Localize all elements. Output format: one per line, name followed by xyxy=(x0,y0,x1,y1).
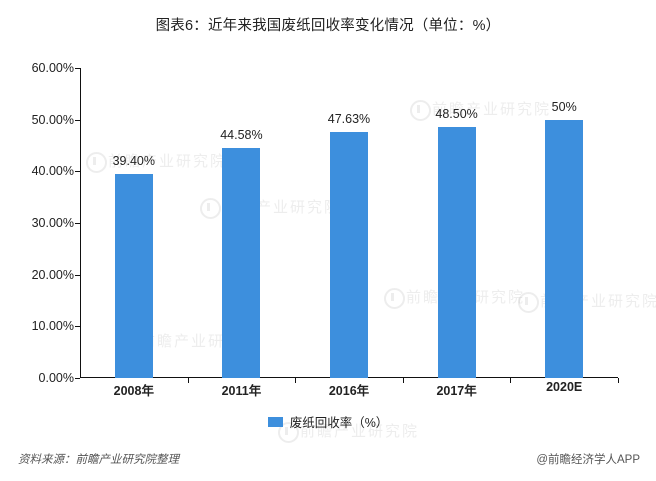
bar[interactable] xyxy=(437,127,476,378)
bar-slot: 39.40% xyxy=(80,68,188,378)
y-tick-mark xyxy=(75,326,80,328)
source-note: 资料来源：前瞻产业研究院整理 xyxy=(18,454,179,466)
bar-series: 39.40% 44.58% 47.63% 48.50% 50% xyxy=(80,68,618,378)
bar-value-label: 50% xyxy=(551,99,577,114)
legend-swatch-waste-paper-recovery xyxy=(267,416,283,427)
y-tick-label: 20.00% xyxy=(31,267,74,282)
y-tick-mark xyxy=(75,223,80,224)
x-tick-mark xyxy=(402,378,404,383)
bar-value-label: 47.63% xyxy=(327,111,371,126)
bar-slot: 50% xyxy=(510,68,618,378)
legend-label-waste-paper-recovery: 废纸回收率（%） xyxy=(289,416,389,430)
bar-value-label: 48.50% xyxy=(435,107,478,122)
bar[interactable] xyxy=(222,147,261,378)
y-tick-label: 60.00% xyxy=(31,61,74,75)
bar[interactable] xyxy=(545,119,584,378)
y-tick-mark xyxy=(75,68,80,69)
bar-slot: 48.50% xyxy=(403,68,511,378)
x-tick-mark xyxy=(295,378,297,383)
x-tick-label: 2011年 xyxy=(221,384,262,398)
bar[interactable] xyxy=(329,131,368,378)
bar-value-label: 44.58% xyxy=(220,127,263,142)
y-tick-label: 10.00% xyxy=(31,319,74,334)
y-axis-line xyxy=(80,68,81,378)
y-tick-mark xyxy=(75,171,80,173)
y-tick-mark xyxy=(75,274,80,276)
x-tick-mark xyxy=(187,378,189,383)
x-tick-label: 2017年 xyxy=(436,384,477,398)
y-tick-label: 40.00% xyxy=(31,164,74,179)
x-tick-label: 2020E xyxy=(546,380,583,394)
page-title: 图表6：近年来我国废纸回收率变化情况（单位：%） xyxy=(155,18,501,34)
bar-slot: 47.63% xyxy=(295,68,403,378)
y-tick-mark xyxy=(75,119,80,121)
bar-slot: 44.58% xyxy=(188,68,296,378)
brand-note: @前瞻经济学人APP xyxy=(536,454,640,466)
x-tick-mark xyxy=(510,378,512,383)
y-tick-label: 30.00% xyxy=(31,216,74,230)
legend: 废纸回收率（%） xyxy=(0,412,656,431)
y-tick-label: 50.00% xyxy=(31,112,74,127)
bar[interactable] xyxy=(114,174,153,378)
y-tick-label: 0.00% xyxy=(38,371,74,385)
plot-area: 0.00% 10.00% 20.00% 30.00% 40.00% 50.00% 60.00… xyxy=(32,61,619,398)
x-tick-label: 2008年 xyxy=(113,384,154,398)
bar-value-label: 39.40% xyxy=(112,154,155,169)
y-tick-mark xyxy=(75,378,80,379)
x-tick-label: 2016年 xyxy=(328,384,370,398)
x-tick-mark xyxy=(618,378,619,383)
